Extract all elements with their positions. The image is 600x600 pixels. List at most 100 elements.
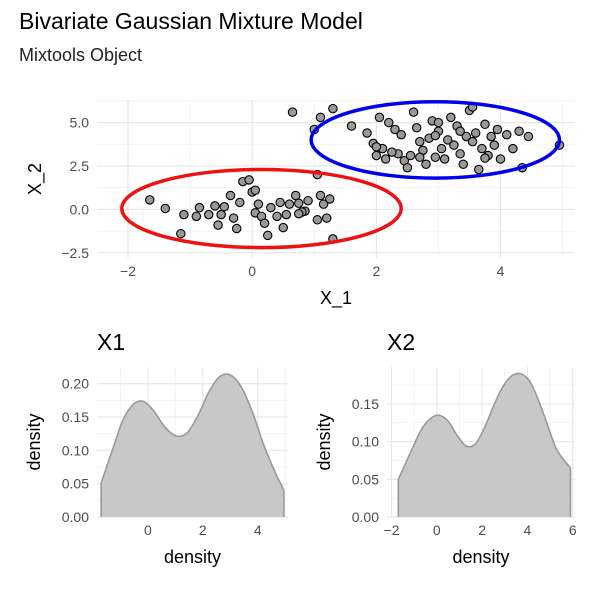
chart-subtitle: Mixtools Object [19, 45, 143, 65]
scatter-point [458, 159, 469, 169]
y-tick-label: 0.0 [70, 201, 90, 217]
density-area [101, 374, 284, 517]
scatter-point [290, 190, 301, 201]
scatter-point [405, 150, 416, 161]
scatter-point [371, 150, 382, 161]
scatter-point [216, 209, 226, 220]
scatter-point [325, 194, 335, 204]
scatter-point [390, 124, 400, 135]
density-curve [397, 372, 572, 480]
scatter-point [315, 112, 326, 123]
y-axis-label: density [314, 413, 334, 470]
scatter-point [486, 131, 496, 142]
component-ellipse [120, 167, 403, 250]
scatter-point [371, 142, 382, 152]
y-tick-label: 0.10 [352, 434, 379, 450]
scatter-point [318, 199, 329, 209]
scatter-point [415, 152, 425, 163]
scatter-point [362, 128, 372, 138]
scatter-point [523, 131, 534, 142]
scatter-point [467, 136, 478, 147]
scatter-point [284, 199, 295, 209]
scatter-point [275, 197, 285, 208]
x-tick-label: 4 [497, 263, 505, 279]
scatter-point [315, 190, 326, 201]
x-tick-label: 2 [372, 263, 380, 279]
x-tick-label: −2 [384, 522, 400, 538]
scatter-point [294, 208, 304, 219]
scatter-point [160, 203, 171, 214]
chart-title: Bivariate Gaussian Mixture Model [19, 8, 363, 34]
scatter-point [176, 228, 186, 239]
scatter-point [235, 197, 245, 208]
scatter-point [492, 124, 503, 135]
scatter-point [250, 185, 261, 196]
scatter-point [495, 154, 506, 164]
density-curve [100, 373, 285, 491]
scatter-point [191, 211, 202, 222]
y-tick-label: 0.05 [352, 471, 379, 487]
scatter-point [449, 140, 459, 150]
scatter-point [272, 211, 282, 222]
x-tick-label: 6 [569, 522, 577, 538]
y-tick-label: 0.00 [352, 509, 379, 525]
y-tick-label: 0.15 [62, 409, 89, 425]
y-tick-label: −2.5 [61, 245, 89, 261]
x-tick-label: 2 [199, 522, 207, 538]
scatter-point [287, 107, 298, 117]
scatter-point [402, 162, 413, 173]
scatter-point [387, 147, 397, 157]
scatter-point [430, 130, 441, 141]
scatter-point [396, 129, 406, 140]
x-tick-label: 4 [254, 522, 262, 538]
scatter-point [408, 107, 419, 117]
scatter-point [321, 213, 332, 223]
y-tick-label: 0.05 [62, 476, 89, 492]
scatter-point [281, 209, 292, 220]
density-area [398, 373, 571, 517]
scatter-point [514, 126, 524, 137]
scatter-point [225, 190, 236, 201]
x-tick-label: −2 [120, 263, 136, 279]
scatter-point [210, 201, 220, 211]
scatter-point [312, 215, 323, 225]
scatter-point [231, 223, 242, 234]
scatter-point [461, 131, 472, 142]
x-axis-label: density [164, 547, 221, 567]
scatter-point [455, 126, 465, 137]
scatter-point [262, 230, 273, 241]
scatter-point [194, 202, 205, 213]
panel-title: X2 [387, 329, 415, 355]
scatter-point [474, 164, 484, 175]
scatter-point [203, 209, 214, 220]
scatter-point [411, 123, 422, 133]
x-axis-label: density [452, 547, 509, 567]
scatter-point [455, 149, 465, 159]
component-ellipse [309, 99, 562, 180]
scatter-point [346, 121, 357, 131]
x-tick-label: 0 [248, 263, 256, 279]
y-tick-label: 0.20 [62, 376, 89, 392]
panel-title: X1 [97, 329, 125, 355]
scatter-point [421, 159, 431, 169]
scatter-point [244, 175, 254, 185]
scatter-point [145, 195, 155, 205]
x-axis-label: X_1 [320, 288, 352, 309]
y-tick-label: 0.00 [62, 509, 89, 525]
x-tick-label: 0 [144, 522, 152, 538]
scatter-point [439, 154, 450, 164]
y-tick-label: 5.0 [70, 115, 90, 131]
scatter-point [278, 222, 288, 233]
scatter-point [253, 199, 264, 209]
scatter-point [430, 152, 441, 163]
scatter-point [470, 128, 481, 138]
scatter-point [374, 112, 385, 123]
y-tick-label: 0.10 [62, 442, 89, 458]
scatter-point [266, 202, 276, 213]
scatter-point [433, 117, 444, 128]
y-tick-label: 2.5 [70, 158, 90, 174]
scatter-point [480, 119, 490, 130]
scatter-point [508, 143, 518, 154]
scatter-point [228, 213, 239, 223]
scatter-point [213, 220, 223, 230]
